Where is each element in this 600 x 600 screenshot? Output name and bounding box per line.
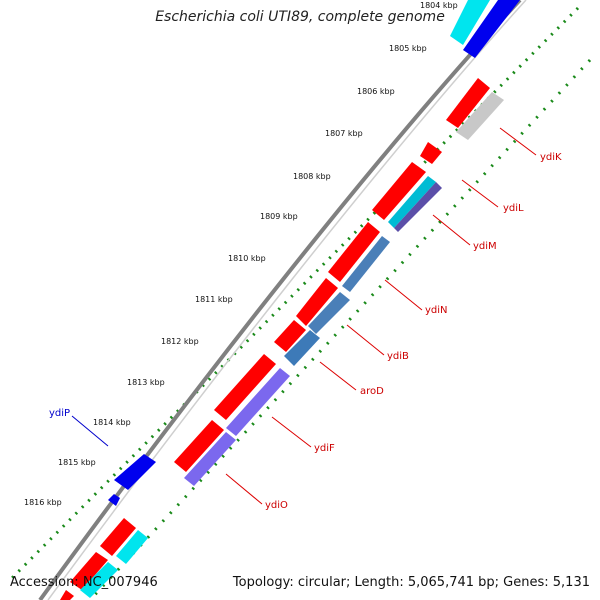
cds-reverse-feature [108,494,120,506]
leader-ydiN [384,279,423,311]
cds-forward-feature [60,590,74,600]
blue-feature [342,236,390,292]
tick-label: 1816 kbp [24,498,62,507]
tick-label: 1805 kbp [389,44,427,53]
cds-forward-feature [174,420,224,472]
leader-ydiL [461,179,499,208]
cds-forward-feature [446,78,490,128]
cds-forward-feature [70,552,108,590]
tick-label: 1814 kbp [93,418,131,427]
rna-feature [80,562,118,598]
cds-forward-feature [372,162,426,220]
purple-feature [184,432,236,486]
leader-aroD [319,361,357,391]
purple-feature [394,182,442,232]
genome-backbone-shadow [47,0,527,600]
leader-ydiK [499,127,537,156]
leader-ydiB [346,324,385,356]
tick-label: 1804 kbp [420,1,458,10]
cds-forward-feature [296,278,338,326]
blue-feature [284,330,320,366]
cds-forward-feature [100,518,136,556]
blue-feature [308,292,350,334]
cds-forward-feature [274,320,306,352]
inner-tick-ring [88,58,592,600]
tick-label: 1806 kbp [357,87,395,96]
gene-label-ydiF: ydiF [314,443,335,454]
tick-label: 1812 kbp [161,337,199,346]
accession-text: Accession: NC_007946 [10,575,158,590]
genome-backbone [38,0,522,600]
topology-text: Topology: circular; Length: 5,065,741 bp… [232,575,590,590]
leader-ydiM [432,214,471,246]
rna-feature [450,0,490,45]
tick-label: 1808 kbp [293,172,331,181]
gene-label-ydiB: ydiB [387,351,409,362]
tick-label: 1815 kbp [58,458,96,467]
tick-label: 1811 kbp [195,295,233,304]
tick-label: 1807 kbp [325,129,363,138]
map-title: Escherichia coli UTI89, complete genome [155,9,445,25]
gene-label-ydiL: ydiL [503,203,524,214]
gray-feature [456,92,504,140]
tick-label: 1813 kbp [127,378,165,387]
rna-feature [388,176,436,228]
gene-label-ydiP: ydiP [49,408,70,419]
cds-forward-feature [328,222,380,282]
leader-ydiO [225,473,263,505]
gene-label-aroD: aroD [360,386,384,397]
leader-ydiP [71,415,109,447]
rna-feature [116,530,148,564]
cds-forward-feature [420,142,442,164]
gene-label-ydiN: ydiN [425,305,448,316]
cds-reverse-feature [463,0,520,58]
gene-label-ydiO: ydiO [265,500,288,511]
leader-ydiF [271,416,312,448]
gene-label-ydiM: ydiM [473,241,497,252]
gene-label-ydiK: ydiK [540,152,562,163]
purple-feature [226,368,290,436]
cds-reverse-feature [114,454,156,490]
tick-label: 1809 kbp [260,212,298,221]
cds-forward-feature [214,354,276,420]
tick-label: 1810 kbp [228,254,266,263]
